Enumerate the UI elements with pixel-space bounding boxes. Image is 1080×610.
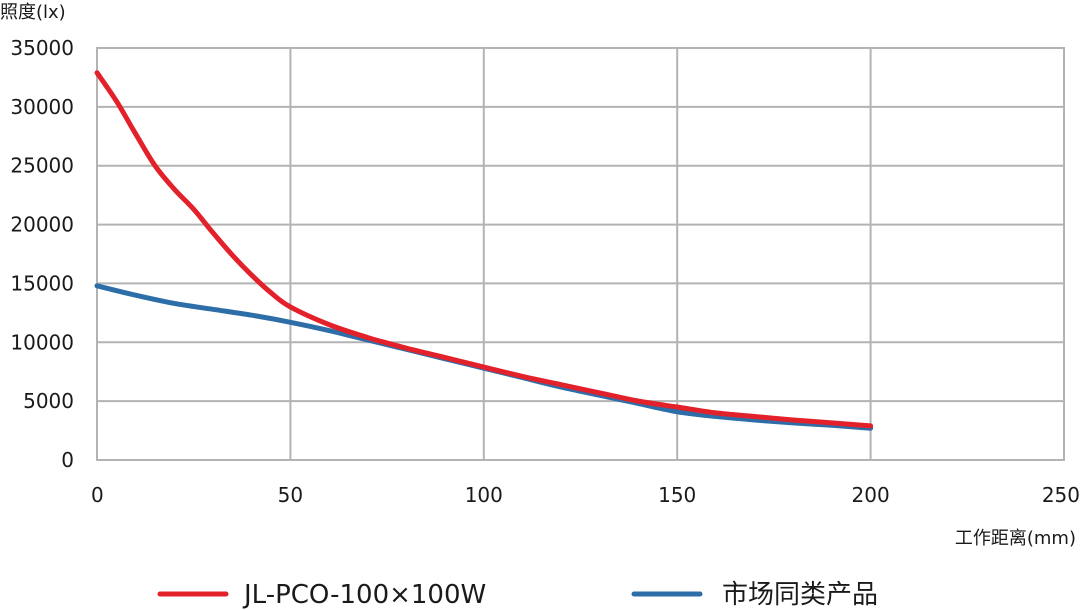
y-tick-label: 15000 — [10, 271, 74, 295]
y-tick-label: 30000 — [10, 95, 74, 119]
tick-label-layer: 0 5000 10000 15000 20000 25000 30000 35000 0 50 10… — [10, 36, 1080, 507]
y-tick-label: 0 — [61, 448, 74, 472]
y-tick-label: 25000 — [10, 154, 74, 178]
x-tick-label: 150 — [658, 483, 696, 507]
legend-label-series-2: 市场同类产品 — [722, 580, 878, 610]
series-layer — [94, 70, 874, 431]
x-axis-title: 工作距离(mm) — [955, 528, 1076, 549]
x-tick-label: 200 — [852, 483, 890, 507]
y-axis-title: 照度(lx) — [0, 2, 66, 23]
legend: JL-PCO-100×100W 市场同类产品 — [157, 580, 878, 610]
x-tick-label: 100 — [465, 483, 503, 507]
y-tick-label: 35000 — [10, 36, 74, 60]
x-tick-label: 250 — [1042, 483, 1080, 507]
y-tick-label: 10000 — [10, 330, 74, 354]
y-tick-label: 5000 — [23, 389, 74, 413]
plot-frame — [96, 47, 1065, 461]
legend-label-series-1: JL-PCO-100×100W — [242, 580, 486, 610]
y-tick-label: 20000 — [10, 213, 74, 237]
x-tick-label: 0 — [91, 483, 104, 507]
series-line-1 — [94, 70, 874, 429]
x-tick-label: 50 — [278, 483, 303, 507]
grid-layer — [96, 47, 1065, 461]
